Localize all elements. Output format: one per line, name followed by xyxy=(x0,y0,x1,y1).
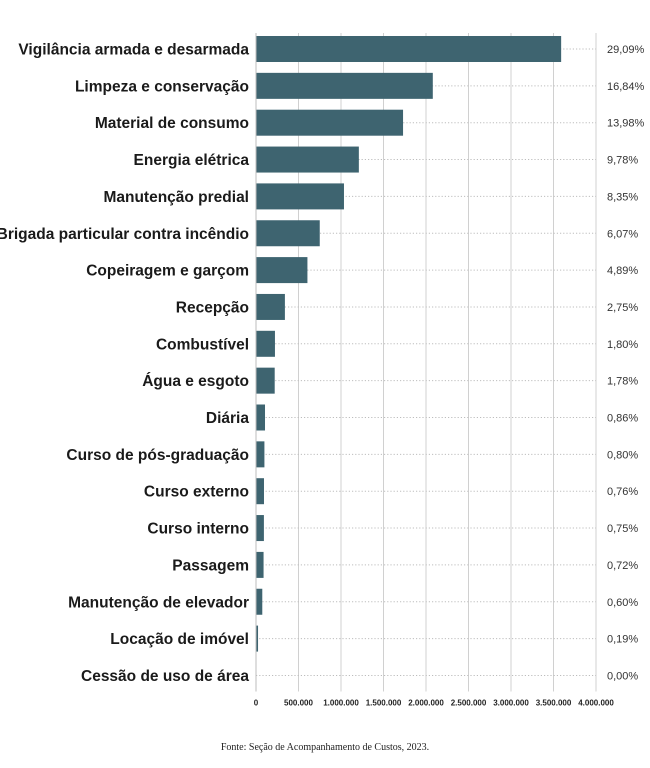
category-label: Energia elétrica xyxy=(134,152,250,169)
bar xyxy=(256,404,266,431)
category-labels: Vigilância armada e desarmada Limpeza e c… xyxy=(0,42,249,685)
category-label: Vigilância armada e desarmada xyxy=(18,42,249,59)
x-tick-label: 3.500.000 xyxy=(536,698,572,707)
x-axis-ticks: 0 500.000 1.000.000 1.500.000 2.000.000 2.500… xyxy=(254,698,615,707)
bar xyxy=(256,367,275,394)
percent-label: 13,98% xyxy=(607,118,645,130)
percent-label: 0,86% xyxy=(607,413,638,425)
x-tick-label: 0 xyxy=(254,698,259,707)
bar xyxy=(256,478,264,505)
bar xyxy=(256,515,264,542)
percent-label: 0,60% xyxy=(607,597,638,609)
bar xyxy=(256,257,308,284)
bar xyxy=(256,72,433,99)
bar xyxy=(256,146,359,173)
category-label: Cessão de uso de área xyxy=(81,668,249,685)
category-label: Locação de imóvel xyxy=(110,631,249,648)
bar xyxy=(256,625,259,652)
bar xyxy=(256,183,344,210)
percent-label: 0,72% xyxy=(607,560,638,572)
category-label: Recepção xyxy=(176,299,249,316)
bar xyxy=(256,441,265,468)
percent-label: 29,09% xyxy=(607,44,645,56)
percent-label: 0,75% xyxy=(607,523,638,535)
category-label: Combustível xyxy=(156,336,249,353)
percent-label: 0,80% xyxy=(607,449,638,461)
category-label: Manutenção predial xyxy=(103,189,249,206)
bar xyxy=(256,36,562,62)
grid-lines xyxy=(256,33,597,692)
category-label: Diária xyxy=(206,410,249,427)
percent-label: 16,84% xyxy=(607,81,645,93)
percent-label: 1,78% xyxy=(607,376,638,388)
x-tick-label: 500.000 xyxy=(284,698,313,707)
category-label: Curso externo xyxy=(144,484,249,501)
percent-label: 0,76% xyxy=(607,486,638,498)
percent-label: 0,00% xyxy=(607,670,638,682)
category-label: Curso de pós-graduação xyxy=(66,447,249,464)
category-label: Brigada particular contra incêndio xyxy=(0,226,249,243)
percent-label: 8,35% xyxy=(607,191,638,203)
x-tick-label: 1.500.000 xyxy=(366,698,402,707)
percent-label: 0,19% xyxy=(607,634,638,646)
bar xyxy=(256,220,320,247)
x-tick-label: 1.000.000 xyxy=(323,698,359,707)
percent-labels: 29,09% 16,84% 13,98% 9,78% 8,35% 6,07% 4,89% 2,… xyxy=(607,44,645,682)
bar xyxy=(256,330,275,357)
bar xyxy=(256,293,285,320)
percent-label: 9,78% xyxy=(607,155,638,167)
category-label: Curso interno xyxy=(147,521,249,538)
bar xyxy=(256,109,404,136)
percent-label: 1,80% xyxy=(607,339,638,351)
source-note: Fonte: Seção de Acompanhamento de Custos… xyxy=(220,742,430,753)
category-label: Manutenção de elevador xyxy=(68,594,249,611)
bar xyxy=(256,551,264,578)
percent-label: 6,07% xyxy=(607,228,638,240)
category-label: Limpeza e conservação xyxy=(75,78,249,95)
x-tick-label: 2.500.000 xyxy=(451,698,487,707)
category-label: Material de consumo xyxy=(95,115,249,132)
bars xyxy=(256,36,562,652)
x-tick-label: 2.000.000 xyxy=(408,698,444,707)
category-label: Água e esgoto xyxy=(142,373,249,390)
category-label: Passagem xyxy=(172,557,249,574)
x-tick-label: 4.000.000 xyxy=(578,698,614,707)
bar xyxy=(256,588,263,615)
percent-label: 2,75% xyxy=(607,302,638,314)
category-label: Copeiragem e garçom xyxy=(86,263,249,280)
x-tick-label: 3.000.000 xyxy=(493,698,529,707)
percent-label: 4,89% xyxy=(607,265,638,277)
